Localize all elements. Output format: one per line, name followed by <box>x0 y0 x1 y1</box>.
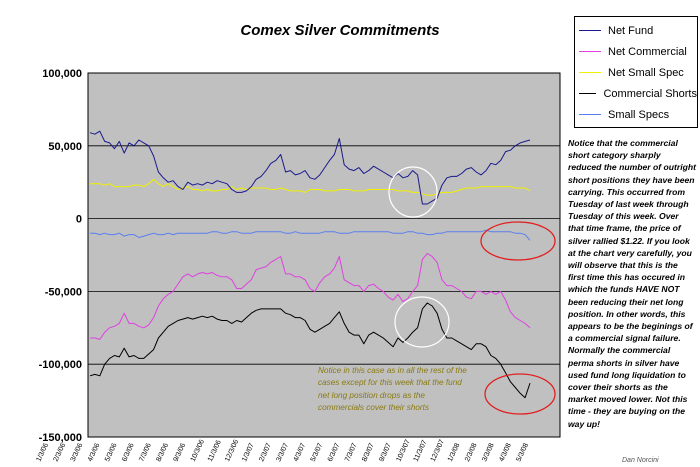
x-tick-label: 3/3/08 <box>481 442 496 463</box>
legend-label: Commercial Shorts <box>603 87 697 100</box>
legend-item: Small Specs <box>579 104 697 125</box>
highlight-circle-red-top <box>480 221 556 261</box>
y-tick-label: 0 <box>76 214 82 226</box>
y-tick-label: -100,000 <box>39 359 82 371</box>
legend-label: Net Fund <box>608 24 654 37</box>
legend-swatch <box>579 93 597 94</box>
x-tick-label: 3/3/07 <box>275 442 290 463</box>
x-tick-label: 12/3/06 <box>224 439 240 463</box>
annotation-commentary: Notice that the commercial short categor… <box>568 138 696 429</box>
y-tick-label: -50,000 <box>45 286 82 298</box>
x-tick-label: 9/3/06 <box>173 442 188 463</box>
x-tick-label: 5/3/07 <box>310 442 325 463</box>
annotation-inner-note: Notice in this case as in all the rest o… <box>318 366 467 412</box>
x-tick-label: 12/3/07 <box>430 439 446 463</box>
highlight-circle-red-bottom <box>484 373 556 415</box>
x-tick-label: 5/3/06 <box>104 442 119 463</box>
series-line-commercial-shorts <box>89 302 531 399</box>
y-tick-label: -150,000 <box>39 432 82 444</box>
legend-swatch <box>579 51 601 52</box>
x-tick-label: 4/3/06 <box>87 442 102 463</box>
y-tick-label: 50,000 <box>48 141 82 153</box>
legend-swatch <box>579 114 601 115</box>
highlight-circle-white-bottom <box>394 296 450 348</box>
x-tick-label: 11/3/06 <box>207 439 223 463</box>
legend: Net Fund Net Commercial Net Small Spec C… <box>574 16 698 128</box>
x-tick-label: 2/3/07 <box>258 442 273 463</box>
x-tick-label: 1/3/07 <box>241 442 256 463</box>
chart-title: Comex Silver Commitments <box>240 22 440 39</box>
highlight-circle-white-top <box>388 166 438 218</box>
series-line-net-fund <box>89 130 531 205</box>
legend-swatch <box>579 30 601 31</box>
y-tick-label: 100,000 <box>42 68 82 80</box>
x-tick-label: 8/3/06 <box>155 442 170 463</box>
x-tick-label: 4/3/07 <box>293 442 308 463</box>
x-tick-label: 1/3/08 <box>447 442 462 463</box>
series-line-net-small-spec <box>90 178 531 196</box>
legend-label: Net Small Spec <box>608 66 684 79</box>
series-line-small-specs <box>90 229 531 241</box>
legend-label: Small Specs <box>608 108 670 121</box>
x-tick-label: 11/3/07 <box>413 439 429 463</box>
x-tick-label: 7/3/06 <box>138 442 153 463</box>
x-tick-label: 4/3/08 <box>498 442 513 463</box>
x-tick-label: 10/3/07 <box>395 439 411 463</box>
legend-item: Net Commercial <box>579 41 697 62</box>
x-tick-label: 1/3/06 <box>35 442 50 463</box>
footer-credit: Dan Norcini <box>622 457 659 464</box>
x-tick-label: 6/3/07 <box>327 442 342 463</box>
x-tick-label: 6/3/06 <box>121 442 136 463</box>
x-tick-label: 2/3/08 <box>464 442 479 463</box>
legend-item: Net Small Spec <box>579 62 697 83</box>
legend-item: Net Fund <box>579 20 697 41</box>
x-tick-label: 5/3/08 <box>515 442 530 463</box>
legend-item: Commercial Shorts <box>579 83 697 104</box>
x-tick-label: 7/3/07 <box>344 442 359 463</box>
x-tick-label: 10/3/06 <box>190 439 206 463</box>
series-line-net-commercial <box>90 253 531 340</box>
legend-swatch <box>579 72 601 73</box>
plot-area <box>87 72 561 438</box>
x-tick-label: 8/3/07 <box>361 442 376 463</box>
x-tick-label: 3/3/06 <box>70 442 85 463</box>
legend-label: Net Commercial <box>608 45 687 58</box>
x-tick-label: 9/3/07 <box>378 442 393 463</box>
x-tick-label: 2/3/06 <box>53 442 68 463</box>
